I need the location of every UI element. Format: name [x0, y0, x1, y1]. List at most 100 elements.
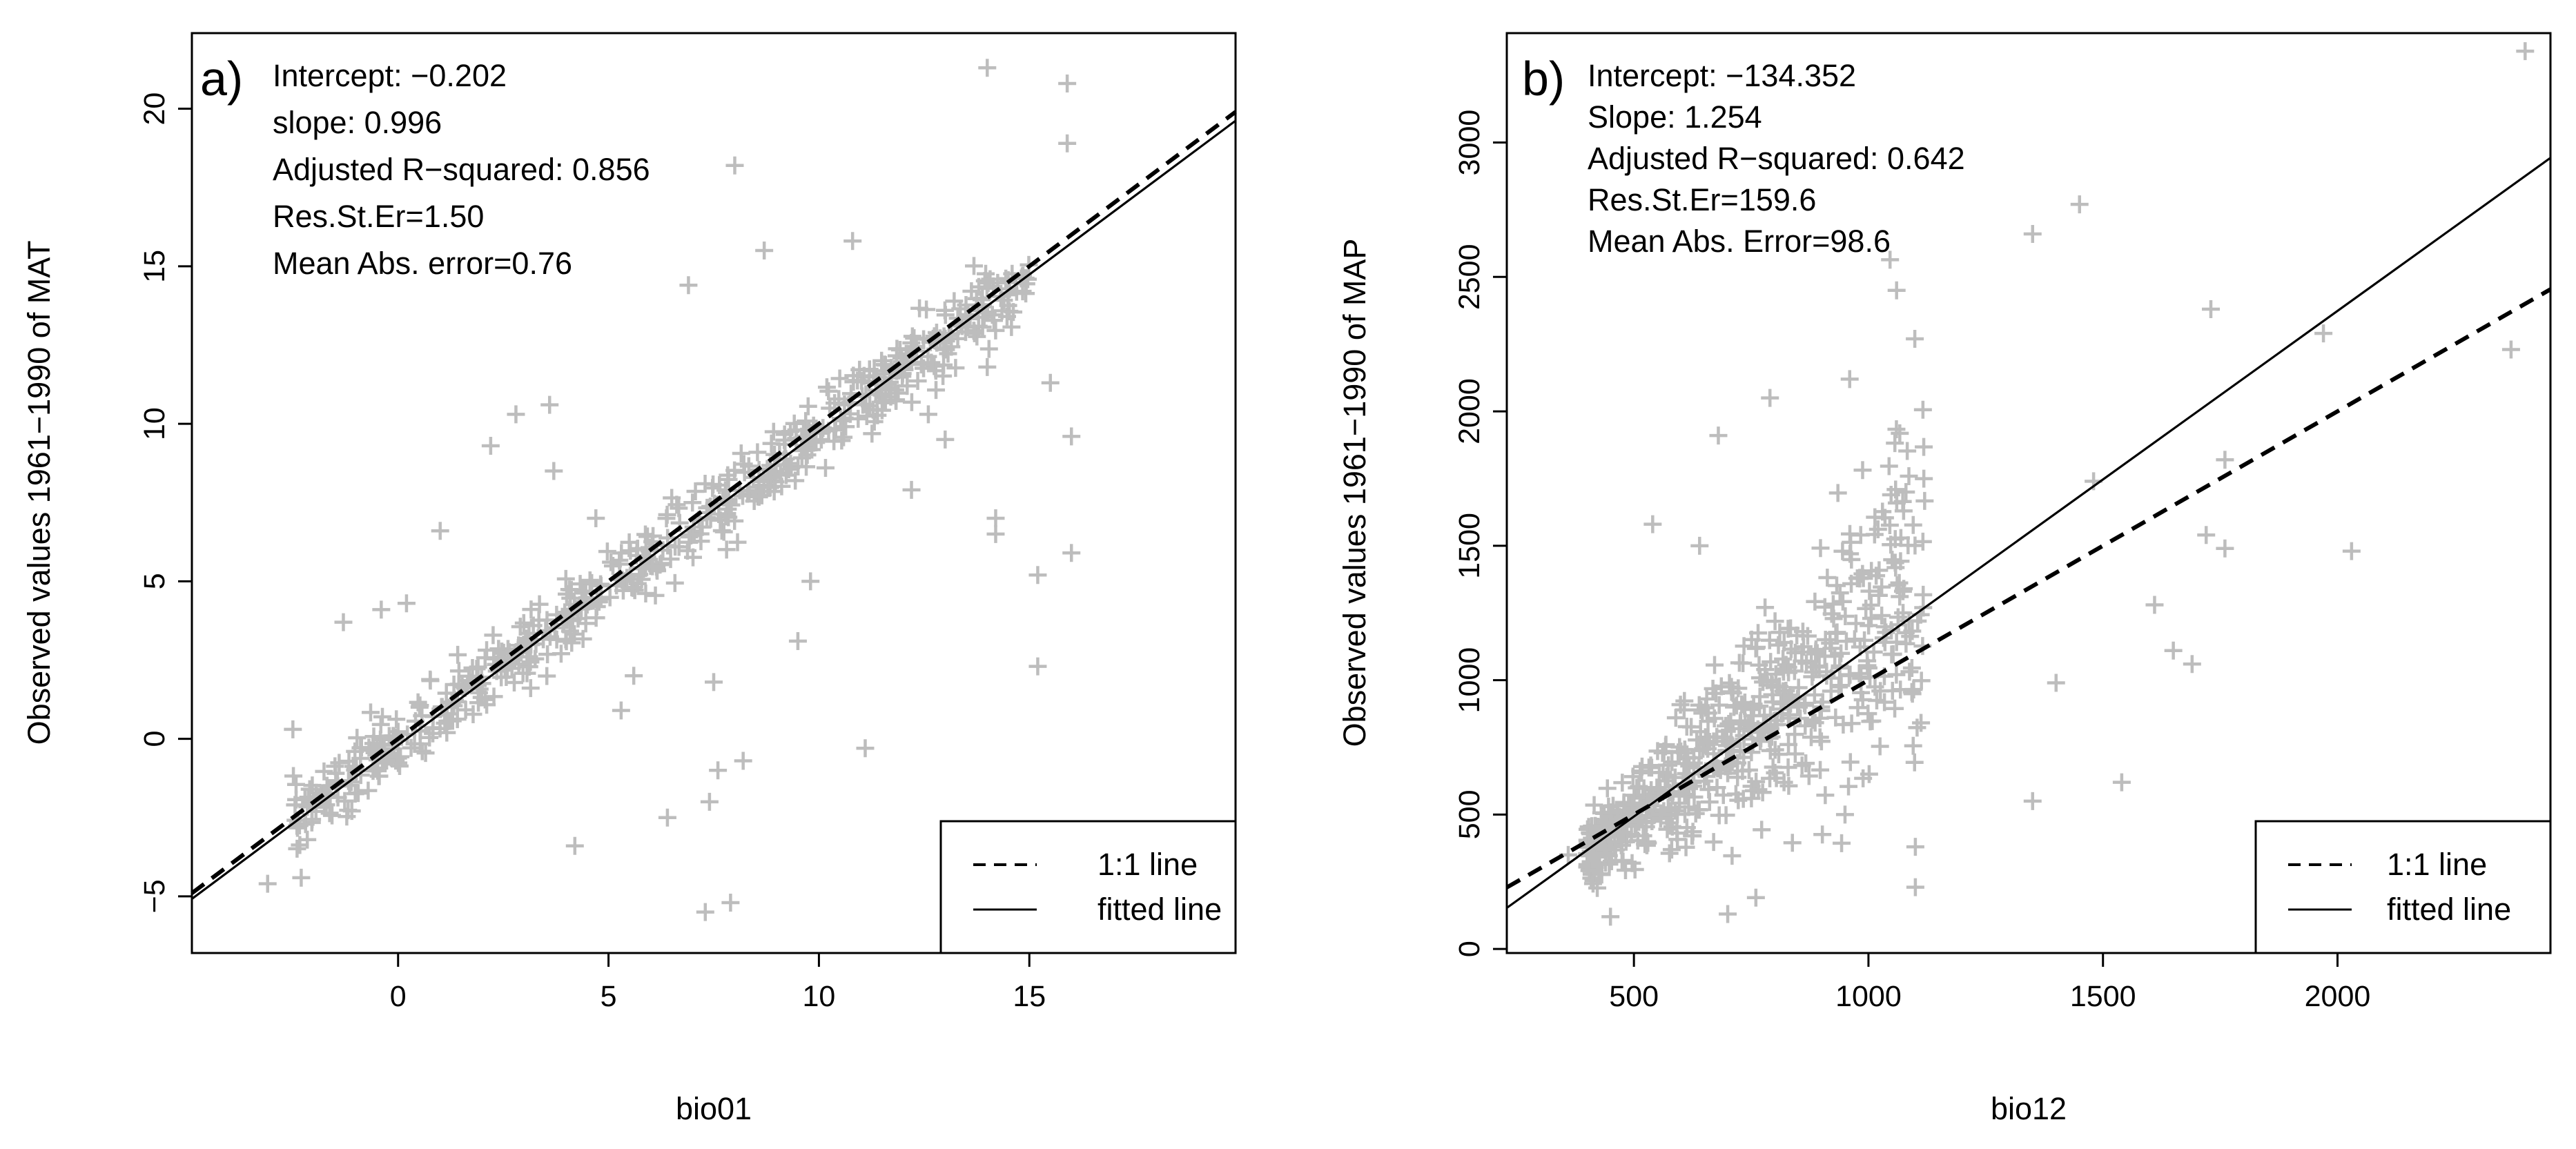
panel-b-cloud-point — [1699, 712, 1717, 731]
panel-b-cloud-point — [1822, 682, 1840, 700]
panel-b-map-scatter: 500 1000 1500 2000 0 500 1000 1500 2000 2500 3000… — [1337, 32, 2552, 1126]
panel-a-point — [334, 613, 353, 631]
panel-a-cloud-point — [292, 868, 311, 887]
panel-b-cloud-point — [1904, 736, 1922, 755]
panel-b-cloud-point — [1668, 824, 1686, 843]
panel-b-cloud-point — [1906, 329, 1924, 348]
panel-b-cloud-point — [1869, 586, 1888, 605]
panel-a-plot-frame — [191, 32, 1237, 954]
panel-b-cloud-point — [1675, 785, 1694, 804]
panel-a-point — [1062, 427, 1081, 446]
panel-a-y-tick-label: 15 — [138, 250, 171, 283]
panel-b-cloud-point — [1793, 651, 1811, 670]
panel-b-cloud-point — [1882, 536, 1900, 554]
panel-b-cloud-point — [1699, 740, 1717, 758]
panel-a-cloud-point — [684, 525, 703, 544]
panel-b-cloud-point — [1882, 645, 1901, 664]
panel-a-point — [1062, 544, 1081, 562]
panel-a-cloud-point — [456, 700, 475, 719]
panel-b-cloud-point — [1580, 861, 1599, 880]
panel-b-cloud-point — [1816, 786, 1835, 805]
panel-a-cloud-point — [732, 444, 750, 462]
panel-b-x-tick-label: 1000 — [1835, 980, 1902, 1013]
panel-a-point — [978, 357, 997, 376]
panel-a-points — [258, 59, 1081, 921]
panel-b-cloud-point — [1813, 825, 1832, 844]
panel-b-cloud-point — [1875, 693, 1894, 711]
panel-b-cloud-point — [1812, 732, 1831, 751]
panel-b-point — [1719, 905, 1737, 923]
panel-b-cloud-point — [1663, 753, 1681, 772]
panel-a-cloud-point — [478, 696, 496, 714]
panel-b-point — [2501, 340, 2520, 359]
panel-b-cloud-point — [1873, 607, 1891, 625]
panel-a-cloud-point — [830, 369, 849, 388]
panel-a-point — [725, 156, 744, 175]
panel-a-cloud-point — [424, 724, 442, 743]
panel-a-cloud-point — [716, 507, 735, 526]
panel-a-cloud-point — [303, 776, 322, 795]
panel-a-cloud-point — [402, 738, 420, 757]
panel-b-cloud-point — [1873, 578, 1891, 596]
panel-b-cloud-point — [1756, 598, 1775, 617]
panel-b-cloud-point — [1779, 663, 1798, 682]
panel-a-point — [658, 808, 676, 827]
panel-b-stat-mae: Mean Abs. Error=98.6 — [1588, 224, 1891, 259]
panel-b-cloud-point — [1909, 611, 1927, 630]
panel-a-point — [540, 395, 559, 414]
panel-b-cloud-point — [1706, 656, 1724, 674]
panel-b-x-label: bio12 — [1991, 1091, 2067, 1126]
panel-b-point — [1709, 426, 1728, 445]
panel-a-cloud-point — [835, 428, 853, 446]
panel-b-cloud-point — [1860, 582, 1879, 600]
panel-b-cloud-point — [1767, 769, 1786, 787]
panel-b-y-tick-label: 1000 — [1453, 647, 1486, 714]
panel-a-cloud-point — [912, 355, 930, 374]
panel-b-cloud-point — [1704, 833, 1723, 852]
panel-a-cloud-point — [621, 542, 640, 560]
panel-b-cloud-point — [1585, 796, 1603, 814]
panel-b-cloud-point — [1816, 630, 1835, 649]
panel-a-cloud-point — [981, 270, 999, 288]
panel-b-cloud-point — [1880, 457, 1898, 475]
panel-b-cloud-point — [1853, 461, 1872, 480]
panel-a-cloud-point — [598, 542, 616, 561]
panel-b-cloud-point — [1628, 832, 1647, 850]
panel-a-cloud-point — [957, 296, 975, 315]
panel-b-cloud-point — [1915, 469, 1933, 488]
panel-a-cloud-point — [636, 525, 655, 544]
panel-a-legend-box — [939, 820, 1237, 954]
panel-a-stat-slope: slope: 0.996 — [273, 105, 442, 140]
panel-a-point — [709, 761, 728, 780]
panel-b-point — [2047, 674, 2065, 692]
panel-a-point — [679, 276, 698, 295]
panel-b-cloud-point — [1912, 671, 1931, 690]
panel-a-cloud-point — [719, 470, 738, 489]
panel-a-cloud-point — [361, 703, 380, 722]
panel-a-point — [1028, 657, 1047, 676]
panel-b-cloud-point — [1811, 539, 1830, 558]
panel-b-cloud-point — [1894, 502, 1913, 520]
panel-a-cloud-point — [580, 572, 599, 591]
panel-b-cloud-point — [1760, 631, 1779, 649]
panel-b-point — [2183, 655, 2201, 674]
panel-b-cloud-point — [1722, 682, 1741, 701]
panel-a-cloud-point — [786, 471, 805, 490]
panel-b-cloud-point — [1753, 783, 1772, 802]
panel-b-cloud-point — [1887, 633, 1906, 651]
panel-b-cloud-point — [1723, 847, 1741, 865]
panel-a-cloud-point — [288, 839, 306, 858]
panel-a-cloud-point — [556, 569, 575, 588]
panel-a-cloud-point — [338, 807, 356, 826]
panel-a-point — [284, 720, 302, 738]
panel-a-fitted-line — [191, 119, 1236, 900]
panel-b-point — [1887, 281, 1906, 299]
panel-b-cloud-point — [1691, 723, 1710, 741]
panel-a-cloud-point — [448, 710, 467, 729]
panel-b-cloud-point — [1811, 760, 1830, 779]
panel-a-cloud-point — [375, 736, 393, 754]
panel-a-point — [1028, 566, 1047, 585]
panel-a-cloud-point — [908, 372, 927, 391]
panel-b-cloud-point — [1902, 658, 1921, 677]
